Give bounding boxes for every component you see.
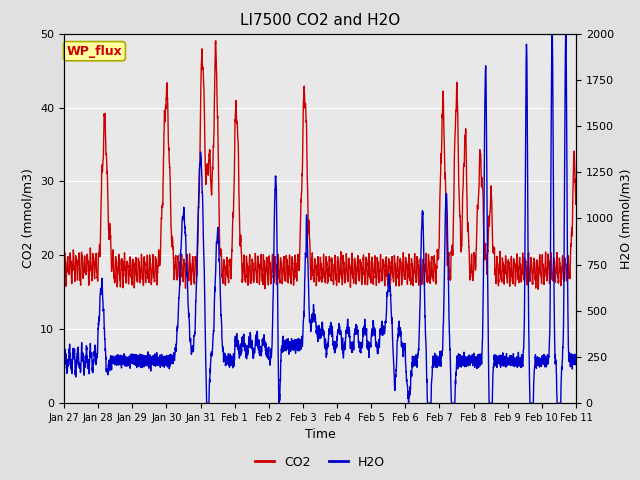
Y-axis label: CO2 (mmol/m3): CO2 (mmol/m3) [22, 168, 35, 268]
Y-axis label: H2O (mmol/m3): H2O (mmol/m3) [620, 168, 632, 269]
Title: LI7500 CO2 and H2O: LI7500 CO2 and H2O [240, 13, 400, 28]
X-axis label: Time: Time [305, 429, 335, 442]
Text: WP_flux: WP_flux [67, 45, 122, 58]
Legend: CO2, H2O: CO2, H2O [250, 451, 390, 474]
